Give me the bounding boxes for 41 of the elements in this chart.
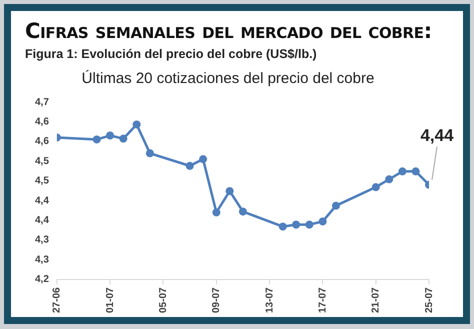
y-tick-label: 4,6: [34, 116, 50, 128]
y-tick-label: 4,5: [34, 156, 50, 167]
x-tick-label: 27-06: [52, 286, 63, 313]
y-tick-label: 4,4: [34, 215, 50, 226]
point: [212, 208, 220, 216]
point: [199, 155, 208, 164]
point: [106, 132, 114, 140]
y-tick-label: 4,4: [34, 195, 50, 206]
x-tick-label: 25-07: [424, 286, 435, 313]
point: [412, 167, 420, 176]
point: [238, 208, 247, 216]
point: [132, 120, 141, 128]
point: [305, 220, 314, 229]
point: [278, 222, 287, 231]
x-tick-label: 13-07: [264, 286, 276, 313]
point: [372, 183, 380, 192]
x-tick-label: 05-07: [158, 286, 169, 313]
x-tick-label: 21-07: [370, 286, 382, 313]
annotation: 4,44: [420, 126, 454, 145]
point: [226, 187, 234, 196]
point: [292, 220, 300, 229]
chart-title: Cifras semanales del mercado del cobre:: [25, 19, 432, 43]
x-tick-label: 17-07: [317, 286, 328, 313]
point: [146, 149, 154, 158]
y-tick-label: 4,5: [34, 176, 50, 187]
y-tick-label: 4,3: [34, 254, 50, 266]
point: [398, 167, 406, 176]
x-tick-label: 01-07: [104, 286, 116, 313]
y-tick-label: 4,6: [34, 136, 50, 148]
point: [332, 202, 340, 210]
y-tick-label: 4,2: [34, 274, 50, 286]
x-tick-label: 09-07: [211, 286, 222, 313]
point: [385, 175, 394, 184]
text: Últimas 20 cotizaciones del precio del cobre: [82, 69, 374, 88]
point: [318, 217, 327, 226]
y-tick-label: 4,7: [34, 96, 50, 108]
point: [186, 162, 194, 170]
point: [92, 135, 101, 144]
point: [119, 134, 128, 143]
y-tick-label: 4,3: [34, 234, 50, 246]
chart-subtitle: Figura 1: Evolución del precio del cobre (US$/lb.): [25, 47, 317, 61]
